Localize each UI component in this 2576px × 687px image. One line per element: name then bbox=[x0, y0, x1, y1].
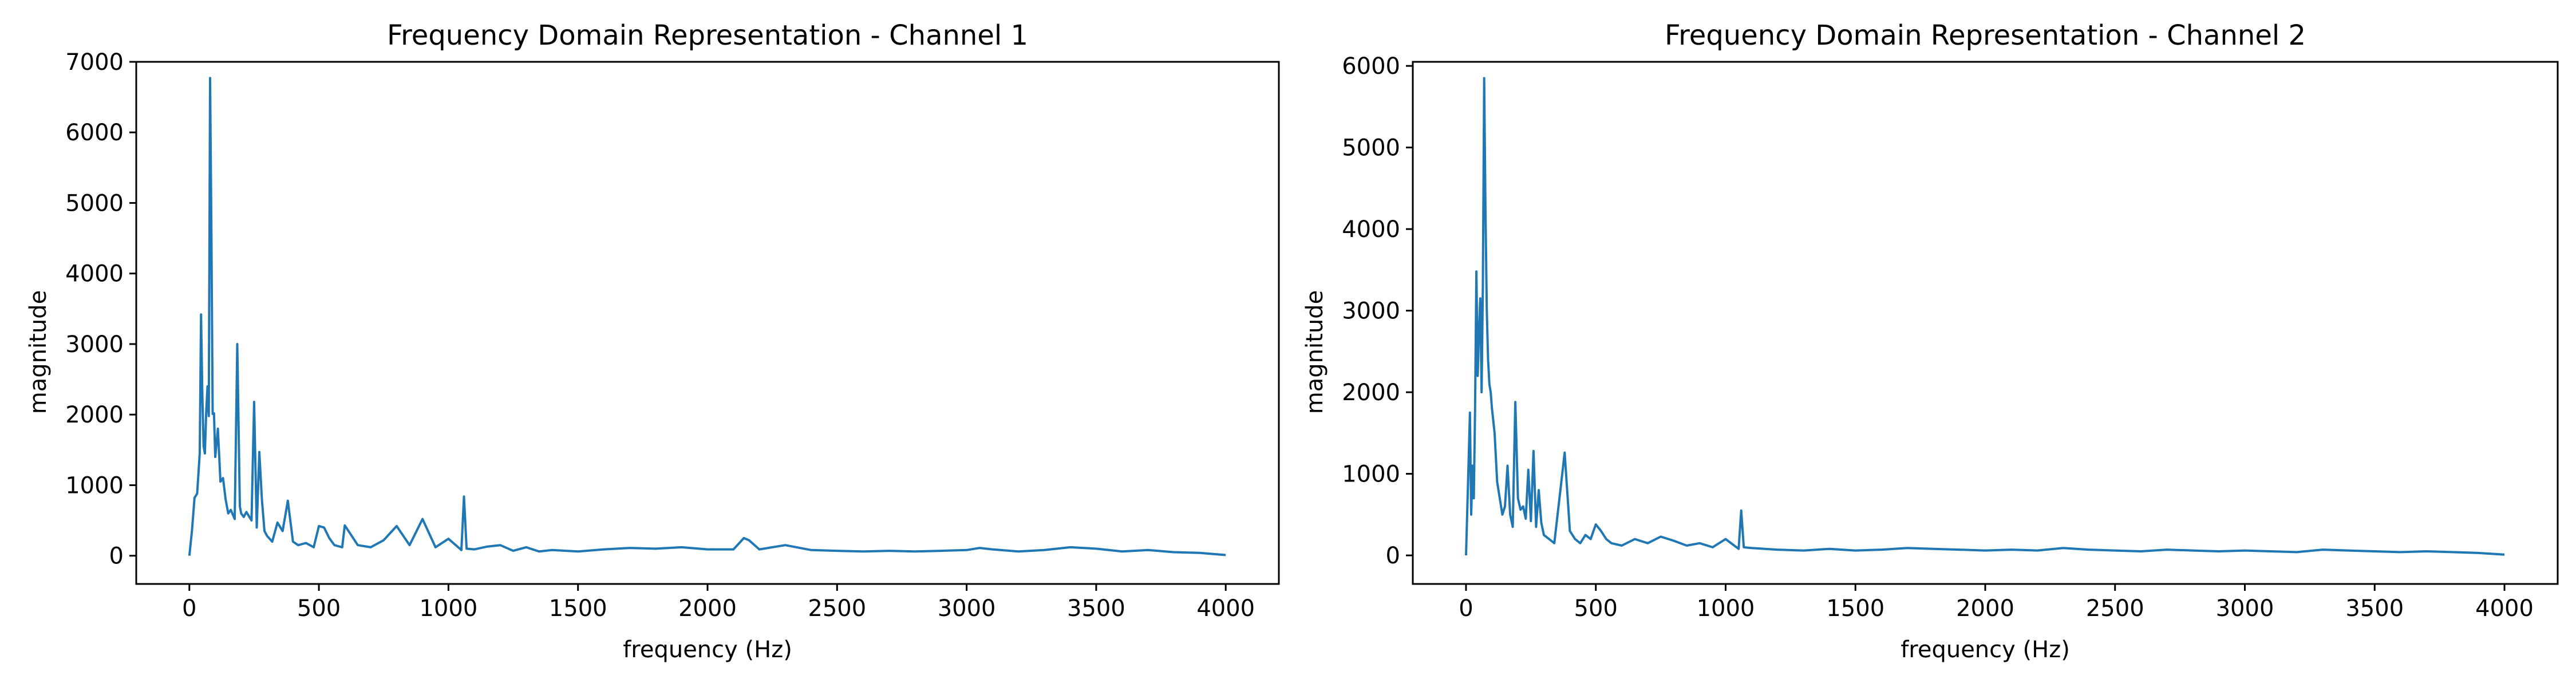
x-tick-label: 2000 bbox=[678, 595, 737, 622]
x-tick-label: 3500 bbox=[2345, 595, 2404, 622]
y-tick-label: 1000 bbox=[65, 472, 124, 499]
x-axis-ticks: 0 500 1000 1500 2000 2500 3000 3500 4000 bbox=[182, 584, 1255, 622]
y-tick-label: 2000 bbox=[1342, 380, 1400, 406]
y-tick-label: 3000 bbox=[65, 331, 124, 358]
x-tick-label: 500 bbox=[297, 595, 341, 622]
y-tick-label: 2000 bbox=[65, 402, 124, 428]
y-axis-ticks: 0 1000 2000 3000 4000 5000 6000 7000 bbox=[65, 49, 136, 570]
x-tick-label: 0 bbox=[182, 595, 196, 622]
x-tick-label: 1500 bbox=[1826, 595, 1884, 622]
x-tick-label: 3000 bbox=[938, 595, 996, 622]
y-tick-label: 7000 bbox=[65, 49, 124, 76]
x-tick-label: 2500 bbox=[2086, 595, 2144, 622]
x-tick-label: 500 bbox=[1574, 595, 1618, 622]
y-tick-label: 6000 bbox=[1342, 53, 1400, 80]
x-tick-label: 1000 bbox=[419, 595, 477, 622]
y-axis-ticks: 0 1000 2000 3000 4000 5000 6000 bbox=[1342, 53, 1413, 569]
y-tick-label: 0 bbox=[109, 543, 124, 570]
y-tick-label: 4000 bbox=[1342, 216, 1400, 243]
series-line bbox=[1465, 77, 2505, 556]
y-axis-label: magnitude bbox=[1302, 290, 1328, 414]
chart-title: Frequency Domain Representation - Channe… bbox=[387, 19, 1028, 52]
x-tick-label: 1500 bbox=[549, 595, 607, 622]
x-tick-label: 0 bbox=[1459, 595, 1473, 622]
y-axis-label: magnitude bbox=[25, 290, 52, 414]
x-tick-label: 4000 bbox=[2475, 595, 2534, 622]
y-tick-label: 3000 bbox=[1342, 298, 1400, 325]
x-axis-label: frequency (Hz) bbox=[623, 637, 792, 663]
y-tick-label: 1000 bbox=[1342, 461, 1400, 488]
x-tick-label: 3000 bbox=[2216, 595, 2274, 622]
x-tick-label: 4000 bbox=[1196, 595, 1255, 622]
y-tick-label: 5000 bbox=[1342, 135, 1400, 161]
plot-frame bbox=[135, 61, 1280, 585]
x-axis-label: frequency (Hz) bbox=[1901, 637, 2070, 663]
chart-channel-1: Frequency Domain Representation - Channe… bbox=[25, 19, 1280, 663]
x-tick-label: 2500 bbox=[808, 595, 866, 622]
y-tick-label: 4000 bbox=[65, 261, 124, 287]
x-tick-label: 1000 bbox=[1697, 595, 1755, 622]
y-tick-label: 0 bbox=[1386, 543, 1400, 569]
chart-channel-2: Frequency Domain Representation - Channe… bbox=[1302, 19, 2559, 663]
y-tick-label: 5000 bbox=[65, 190, 124, 216]
chart-title: Frequency Domain Representation - Channe… bbox=[1665, 19, 2306, 52]
series-line bbox=[188, 77, 1226, 556]
plot-frame bbox=[1412, 61, 2559, 585]
y-tick-label: 6000 bbox=[65, 120, 124, 146]
x-tick-label: 2000 bbox=[1956, 595, 2014, 622]
x-axis-ticks: 0 500 1000 1500 2000 2500 3000 3500 4000 bbox=[1459, 584, 2534, 622]
x-tick-label: 3500 bbox=[1067, 595, 1125, 622]
